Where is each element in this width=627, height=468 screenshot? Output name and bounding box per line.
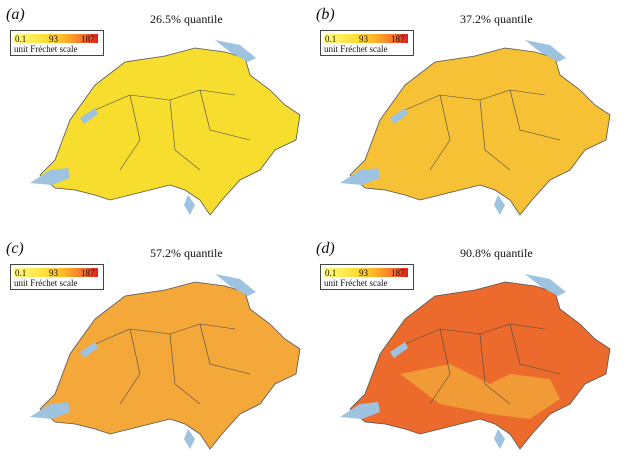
- legend-mid: 93: [49, 34, 58, 44]
- panel-label: (b): [316, 6, 335, 23]
- lake-neuchatel-d: [390, 342, 408, 358]
- lake-maggiore-a: [184, 195, 195, 215]
- color-scale-bar: [324, 268, 408, 277]
- lake-neuchatel-a: [80, 108, 98, 124]
- legend-mid: 93: [49, 268, 58, 278]
- map-panel-c: (c) 57.2% quantile 0.1 93 187 unit Fréch…: [0, 234, 310, 464]
- map-panel-d: (d) 90.8% quantile 0.1 93 187 unit Fréch…: [310, 234, 620, 464]
- panel-title: 90.8% quantile: [460, 246, 533, 260]
- country-shape-a: [39, 47, 301, 216]
- legend-mid: 93: [359, 34, 368, 44]
- color-scale-bar: [14, 34, 98, 43]
- legend-max: 187: [81, 34, 95, 44]
- canton-borders-d: [404, 323, 561, 405]
- lake-constance-a: [215, 40, 256, 62]
- map-panel-b: (b) 37.2% quantile 0.1 93 187 unit Fréch…: [310, 0, 620, 230]
- lake-geneva-c: [30, 402, 70, 419]
- highland-region-d: [400, 364, 560, 419]
- legend-max: 187: [391, 34, 405, 44]
- panel-title: 26.5% quantile: [150, 12, 223, 26]
- lake-neuchatel-c: [80, 342, 98, 358]
- country-shape-b: [349, 47, 611, 216]
- color-scale-bar: [324, 34, 408, 43]
- panel-title: 37.2% quantile: [460, 12, 533, 26]
- lake-constance-d: [525, 274, 566, 296]
- legend-unit: unit Fréchet scale: [324, 278, 388, 288]
- color-scale-legend: 0.1 93 187 unit Fréchet scale: [10, 264, 104, 290]
- color-scale-legend: 0.1 93 187 unit Fréchet scale: [320, 264, 414, 290]
- legend-max: 187: [81, 268, 95, 278]
- switzerland-map-a: [30, 40, 301, 216]
- lake-geneva-a: [30, 168, 70, 185]
- legend-min: 0.1: [325, 34, 337, 44]
- lake-maggiore-b: [494, 195, 505, 215]
- canton-borders-b: [404, 89, 561, 171]
- legend-unit: unit Fréchet scale: [14, 44, 78, 54]
- lake-neuchatel-b: [390, 108, 408, 124]
- switzerland-map-b: [340, 40, 611, 216]
- legend-min: 0.1: [15, 268, 27, 278]
- legend-max: 187: [391, 268, 405, 278]
- lake-maggiore-c: [184, 429, 195, 449]
- lake-constance-b: [525, 40, 566, 62]
- legend-unit: unit Fréchet scale: [14, 278, 78, 288]
- legend-mid: 93: [359, 268, 368, 278]
- panel-title: 57.2% quantile: [150, 246, 223, 260]
- lake-constance-c: [215, 274, 256, 296]
- legend-unit: unit Fréchet scale: [324, 44, 388, 54]
- switzerland-map-c: [30, 274, 301, 450]
- color-scale-bar: [14, 268, 98, 277]
- panel-label: (c): [6, 240, 24, 257]
- lake-geneva-b: [340, 168, 380, 185]
- panel-label: (a): [6, 6, 25, 23]
- lake-geneva-d: [340, 402, 380, 419]
- map-panel-a: (a) 26.5% quantile 0.1 93 187 unit Fréch…: [0, 0, 310, 230]
- country-shape-d: [349, 281, 611, 450]
- panel-label: (d): [316, 240, 335, 257]
- color-scale-legend: 0.1 93 187 unit Fréchet scale: [320, 30, 414, 56]
- canton-borders-c: [94, 323, 251, 405]
- country-shape-c: [39, 281, 301, 450]
- legend-min: 0.1: [325, 268, 337, 278]
- canton-borders-a: [94, 89, 251, 171]
- legend-min: 0.1: [15, 34, 27, 44]
- color-scale-legend: 0.1 93 187 unit Fréchet scale: [10, 30, 104, 56]
- switzerland-map-d: [340, 274, 611, 450]
- lake-maggiore-d: [494, 429, 505, 449]
